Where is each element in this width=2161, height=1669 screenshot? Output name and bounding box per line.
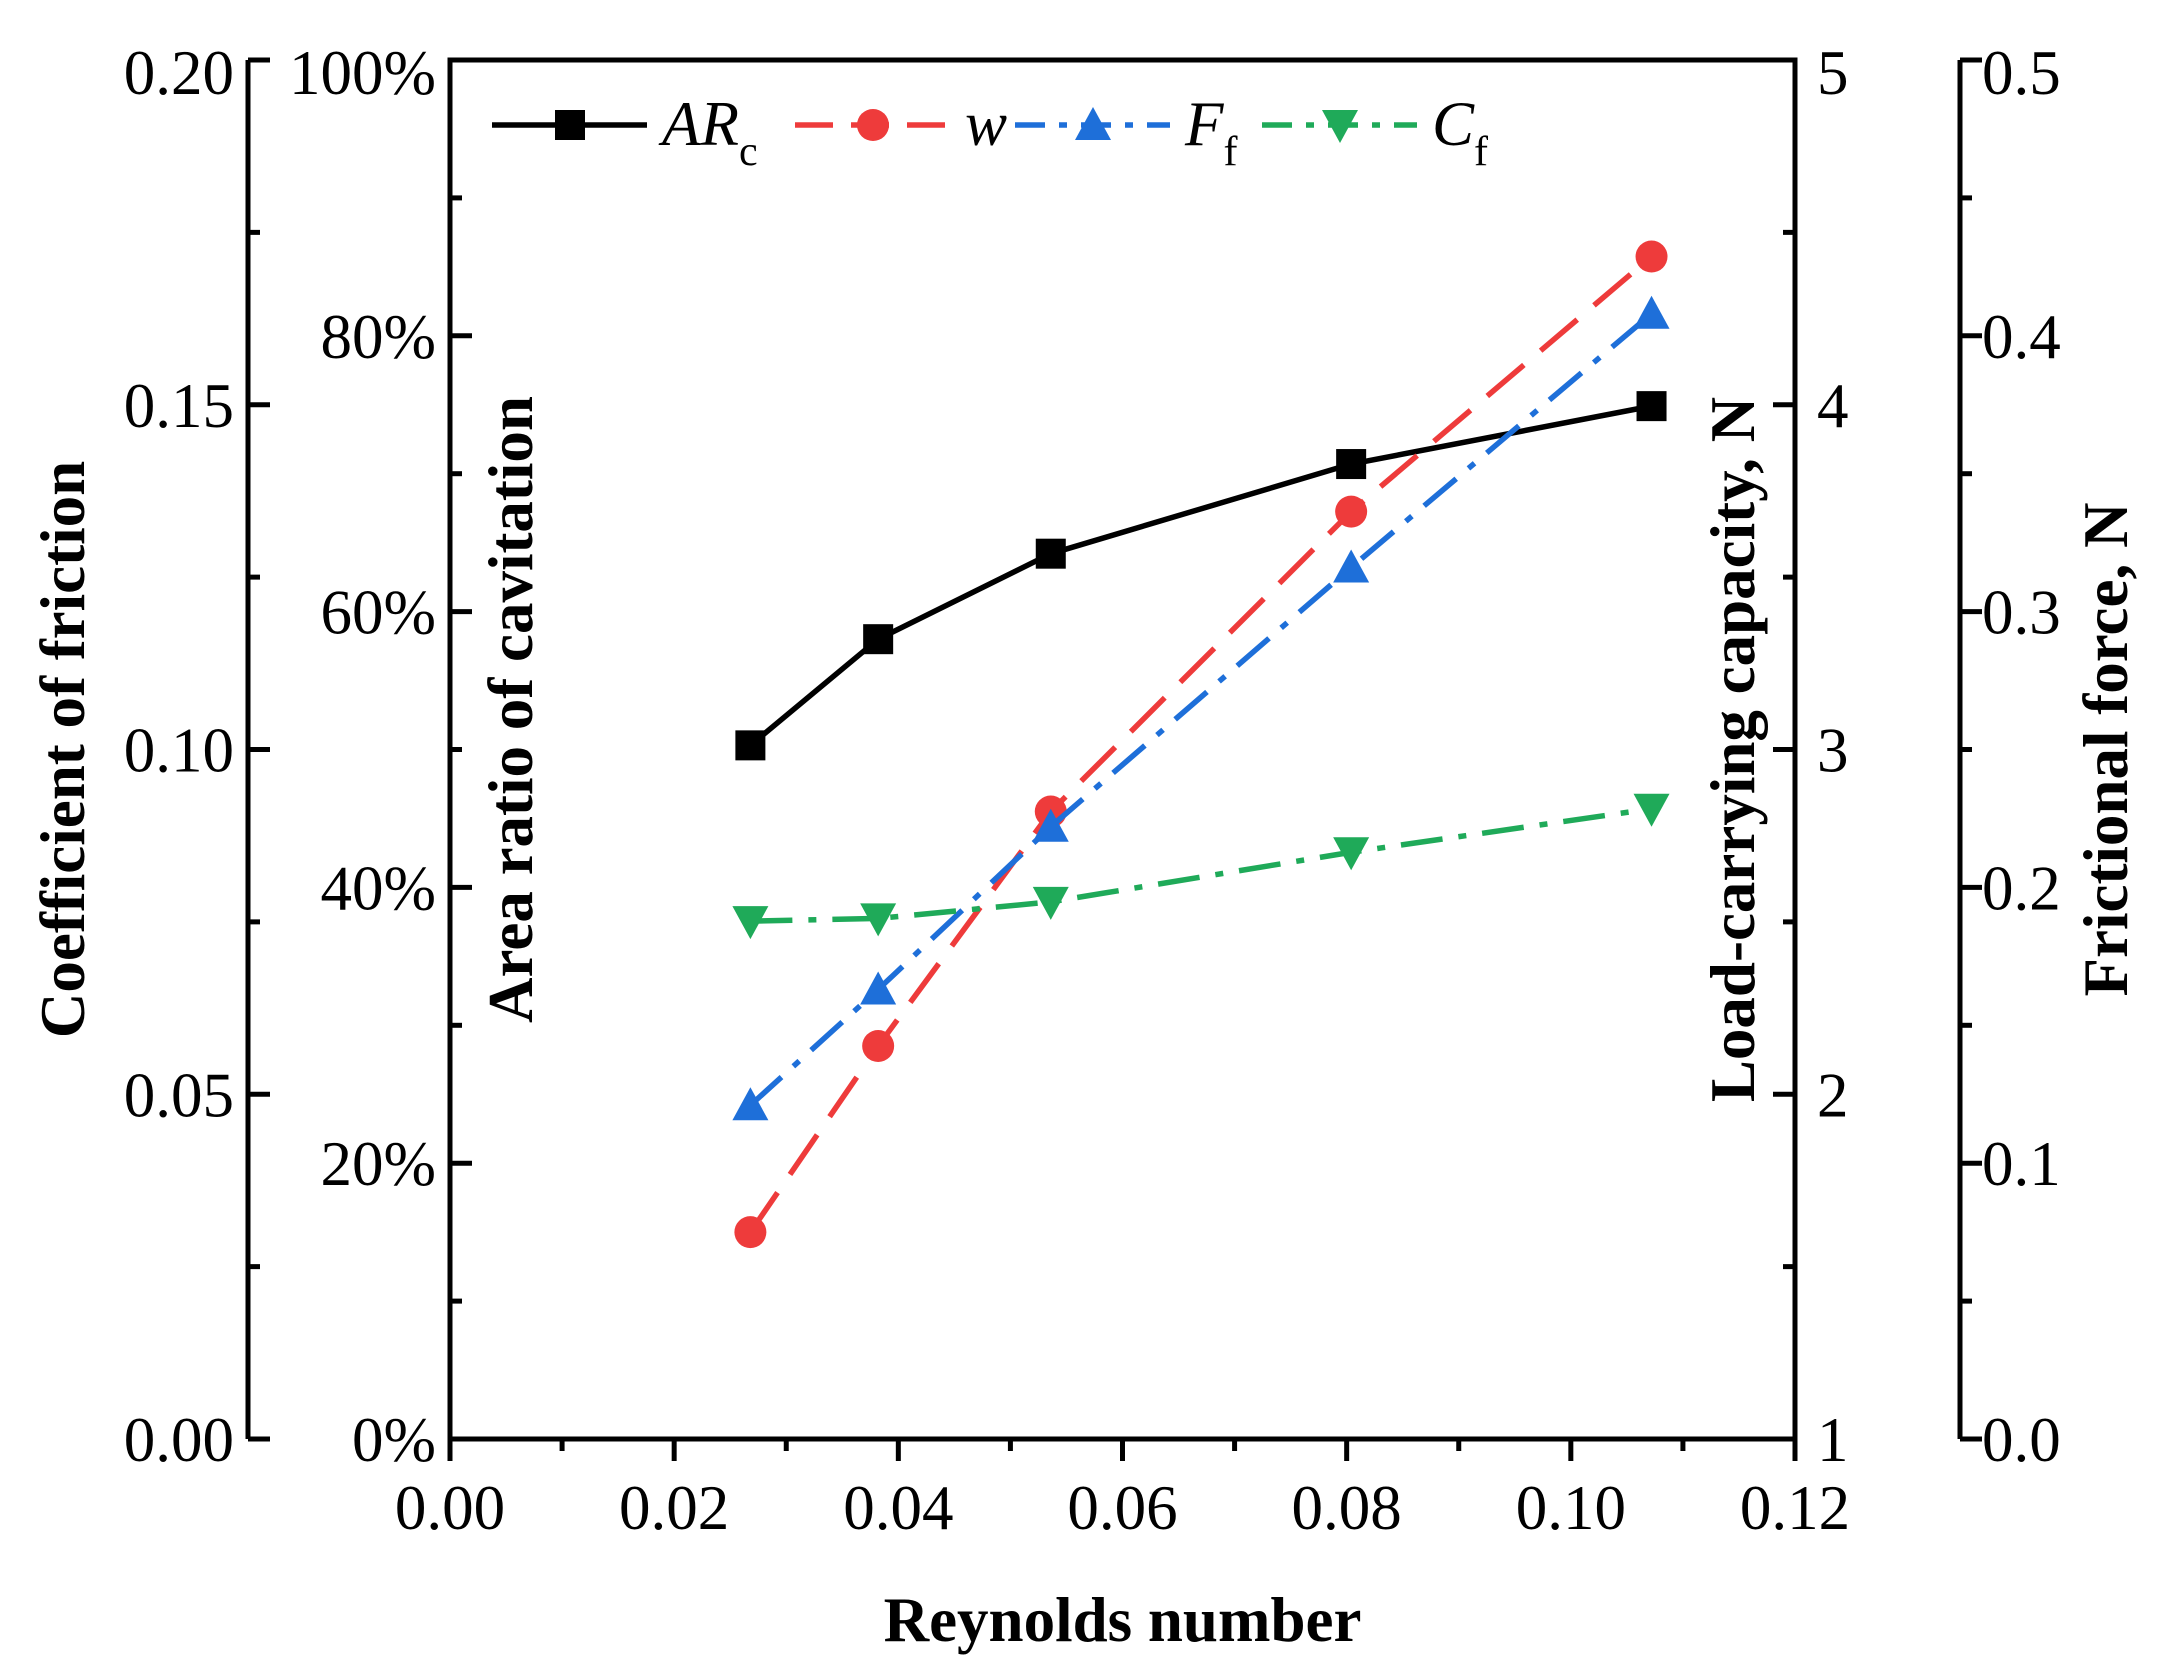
plot-frame — [447, 57, 1798, 1442]
legend: ARc w Ff Cf — [492, 89, 1488, 175]
series-line — [748, 254, 1654, 1234]
data-point — [1035, 538, 1066, 569]
y-axis-title: Load-carrying capacity, N — [1698, 397, 1768, 1102]
y-tick-label: 4 — [1817, 371, 1849, 441]
data-point — [734, 1216, 767, 1249]
y-axis-title: Area ratio of cavitation — [476, 396, 546, 1023]
legend-item: w — [795, 89, 1007, 159]
legend-marker — [1075, 107, 1111, 140]
x-tick-label: 0.02 — [619, 1473, 729, 1543]
data-point — [1032, 886, 1069, 920]
y-tick-label: 0% — [352, 1405, 436, 1475]
x-tick-label: 0.04 — [843, 1473, 953, 1543]
y-tick-label: 0.5 — [1982, 38, 2061, 108]
y-tick-label: 60% — [321, 578, 436, 648]
y-tick-label: 0.2 — [1982, 853, 2061, 923]
x-tick-label: 0.10 — [1516, 1473, 1626, 1543]
y-axis-force: 0.0 0.1 0.2 0.3 0.4 0.5 Frictional force, N — [1957, 38, 2141, 1475]
y-tick-label: 0.15 — [124, 371, 234, 441]
y-tick-label: 0.00 — [124, 1405, 234, 1475]
data-point — [1336, 449, 1367, 480]
series-f-f — [732, 295, 1670, 1121]
legend-item: Ff — [1015, 89, 1237, 175]
y-tick-label: 2 — [1817, 1060, 1849, 1130]
series-c-f — [732, 793, 1670, 940]
legend-item: ARc — [492, 89, 758, 175]
legend-item: Cf — [1262, 89, 1488, 175]
x-tick-label: 0.12 — [1740, 1473, 1850, 1543]
y-tick-label: 0.3 — [1982, 578, 2061, 648]
data-point — [732, 906, 769, 940]
data-point — [860, 971, 897, 1005]
legend-marker — [857, 109, 889, 141]
y-tick-label: 3 — [1817, 716, 1849, 786]
series-line — [750, 806, 1652, 924]
x-tick-label: 0.00 — [395, 1473, 505, 1543]
legend-label: Ff — [1184, 89, 1237, 175]
y-tick-label: 20% — [321, 1129, 436, 1199]
data-point — [1636, 391, 1667, 422]
y-tick-label: 0.20 — [124, 38, 234, 108]
y-axis-cof: 0.00 0.05 0.10 0.15 0.20 Coefficient of frict… — [28, 38, 270, 1475]
data-point — [863, 624, 894, 655]
series-line — [748, 311, 1654, 1108]
y-axis-arc: 0% 20% 40% 60% 80% 100% Area ratio of cavitati… — [289, 38, 546, 1475]
data-point — [862, 1029, 895, 1062]
y-tick-label: 0.0 — [1982, 1405, 2061, 1475]
y-tick-label: 1 — [1817, 1405, 1849, 1475]
legend-label: w — [965, 89, 1007, 159]
y-tick-label: 100% — [289, 38, 436, 108]
y-tick-label: 5 — [1817, 38, 1849, 108]
y-axis-load: 1 2 3 4 5 Load-carrying capacity, N — [1698, 38, 1849, 1475]
data-point — [1335, 495, 1368, 528]
y-tick-label: 40% — [321, 853, 436, 923]
y-tick-label: 0.05 — [124, 1060, 234, 1130]
y-axis-title: Frictional force, N — [2071, 503, 2141, 997]
data-point — [1633, 793, 1670, 827]
data-point — [732, 1087, 769, 1121]
y-tick-label: 80% — [321, 302, 436, 372]
legend-marker — [555, 110, 585, 140]
series-ar-c — [735, 391, 1667, 761]
series-layer — [732, 240, 1670, 1249]
data-point — [1032, 808, 1069, 842]
data-point — [1333, 837, 1370, 871]
y-axis-title: Coefficient of friction — [28, 461, 98, 1038]
x-axis-title: Reynolds number — [884, 1585, 1362, 1655]
legend-label: ARc — [658, 89, 758, 175]
x-tick-label: 0.08 — [1292, 1473, 1402, 1543]
legend-label: Cf — [1432, 89, 1488, 175]
data-point — [860, 903, 897, 937]
legend-marker — [1322, 110, 1358, 143]
series-w — [734, 240, 1668, 1249]
y-tick-label: 0.4 — [1982, 302, 2061, 372]
data-point — [1333, 549, 1370, 583]
data-point — [735, 730, 766, 761]
y-tick-label: 0.10 — [124, 716, 234, 786]
data-point — [1633, 295, 1670, 329]
x-tick-label: 0.06 — [1067, 1473, 1177, 1543]
y-tick-label: 0.1 — [1982, 1129, 2061, 1199]
data-point — [1635, 240, 1668, 273]
